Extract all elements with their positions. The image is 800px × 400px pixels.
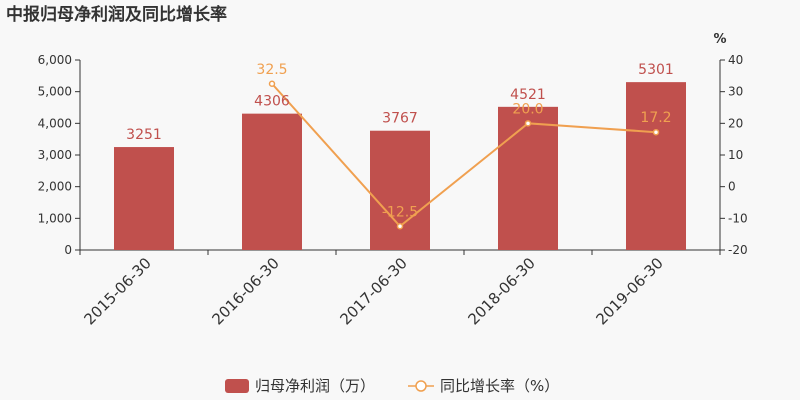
data-labels: 3251 4306 3767 4521 5301 32.5 -12.5 20.0 17.2 xyxy=(126,62,674,221)
x-tick-label: 2019-06-30 xyxy=(592,254,666,328)
y-left-tick-label: 4,000 xyxy=(38,116,72,130)
y-left-tick-label: 2,000 xyxy=(38,180,72,194)
y-right-tick-label: 40 xyxy=(728,53,743,67)
line-point[interactable] xyxy=(652,128,660,136)
bar[interactable] xyxy=(114,147,174,250)
x-tick-label: 2016-06-30 xyxy=(208,254,282,328)
line-value-label: 32.5 xyxy=(256,62,287,78)
bar[interactable] xyxy=(498,106,558,251)
x-tick-label: 2015-06-30 xyxy=(80,254,154,328)
line-value-label: -12.5 xyxy=(382,204,418,220)
y-left-tick-label: 6,000 xyxy=(38,53,72,67)
y-right-tick-label: 10 xyxy=(728,148,743,162)
line-point[interactable] xyxy=(396,223,404,230)
bar[interactable] xyxy=(242,113,302,250)
y-right-tick-label: -10 xyxy=(728,211,748,225)
legend-bar-swatch xyxy=(225,379,249,393)
line-point[interactable] xyxy=(524,120,532,127)
y-right-tick-label: 20 xyxy=(728,116,743,130)
y-right-tick-label: 0 xyxy=(728,180,736,194)
bar-value-label: 4521 xyxy=(510,87,546,103)
chart-title: 中报归母净利润及同比增长率 xyxy=(6,4,227,25)
x-tick-label: 2018-06-30 xyxy=(464,254,538,328)
legend-bar-label: 归母净利润（万） xyxy=(255,377,375,395)
y-left-tick-label: 0 xyxy=(64,243,72,257)
bar[interactable] xyxy=(370,130,430,250)
legend[interactable]: 归母净利润（万） 同比增长率（%） xyxy=(225,377,559,395)
bar-value-label: 3767 xyxy=(382,111,418,127)
line-value-label: 20.0 xyxy=(512,101,543,117)
y-right-tick-label: -20 xyxy=(728,243,748,257)
bar-value-label: 4306 xyxy=(254,94,290,110)
line-point[interactable] xyxy=(268,80,276,87)
bar-series xyxy=(114,82,686,251)
line-series xyxy=(268,80,660,230)
x-tick-label: 2017-06-30 xyxy=(336,254,410,328)
y-left-tick-label: 3,000 xyxy=(38,148,72,162)
y-right-unit: % xyxy=(713,32,726,47)
legend-line-marker xyxy=(415,380,427,392)
bar[interactable] xyxy=(626,82,686,250)
y-right-tick-label: 30 xyxy=(728,85,743,99)
y-left-tick-label: 1,000 xyxy=(38,211,72,225)
growth-line xyxy=(271,83,657,228)
line-value-label: 17.2 xyxy=(640,110,671,126)
legend-line-label: 同比增长率（%） xyxy=(440,377,559,395)
y-left-tick-label: 5,000 xyxy=(38,85,72,99)
bar-value-label: 5301 xyxy=(638,62,674,78)
bar-value-label: 3251 xyxy=(126,127,162,143)
